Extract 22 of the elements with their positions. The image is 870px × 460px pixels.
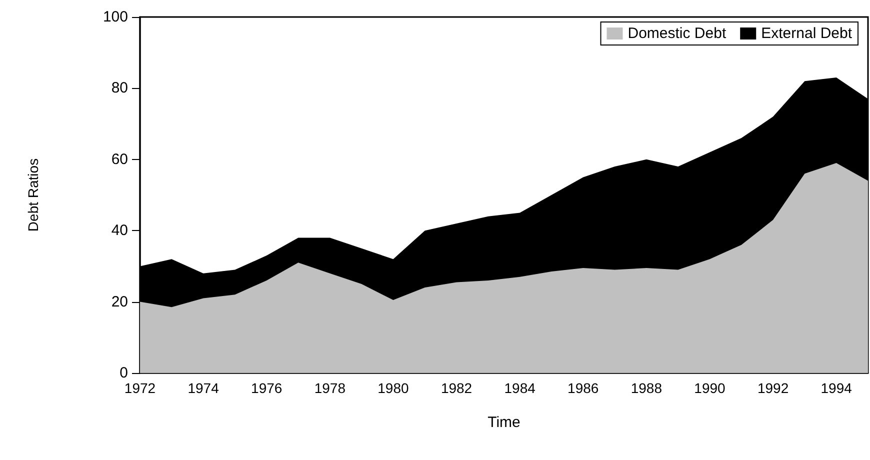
y-axis-title: Debt Ratios xyxy=(25,158,41,232)
x-tick-label: 1976 xyxy=(251,380,282,396)
y-tick-label: 20 xyxy=(111,293,128,310)
x-tick-label: 1994 xyxy=(820,380,852,396)
y-tick-label: 100 xyxy=(102,8,128,26)
x-tick-label: 1980 xyxy=(378,380,409,396)
legend-label: External Debt xyxy=(761,25,853,42)
x-tick-label: 1972 xyxy=(124,380,156,396)
y-tick-label: 80 xyxy=(111,80,128,97)
x-tick-label: 1982 xyxy=(440,380,472,396)
x-tick-label: 1986 xyxy=(568,380,599,396)
x-tick-label: 1984 xyxy=(504,380,536,396)
x-tick-label: 1974 xyxy=(188,380,220,396)
x-tick-label: 1978 xyxy=(314,380,346,396)
x-tick-label: 1992 xyxy=(757,380,789,396)
y-tick-label: 0 xyxy=(120,364,128,382)
x-tick-label: 1988 xyxy=(630,380,662,396)
legend-label: Domestic Debt xyxy=(628,25,727,42)
y-tick-label: 60 xyxy=(111,150,128,168)
y-tick-label: 40 xyxy=(111,222,128,240)
x-tick-label: 1990 xyxy=(694,380,726,396)
x-axis-title: Time xyxy=(488,414,520,431)
